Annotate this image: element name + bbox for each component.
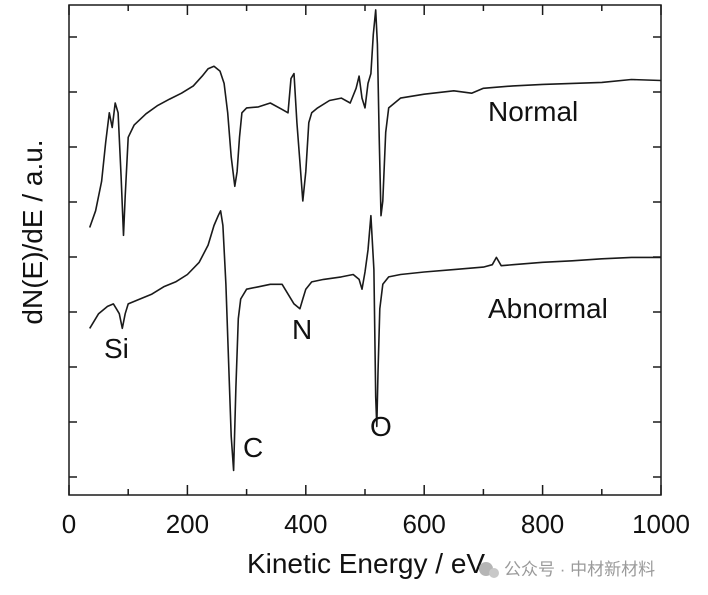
- annotation-o: O: [370, 411, 392, 442]
- annotation-n: N: [292, 314, 312, 345]
- series-label-normal: Normal: [488, 96, 578, 127]
- x-tick-labels: 0 200 400 600 800 1000: [62, 509, 690, 539]
- watermark: 公众号 · 中材新材料: [479, 560, 655, 579]
- series-lines: [88, 9, 662, 472]
- watermark-text: 公众号 · 中材新材料: [504, 560, 655, 579]
- y-axis-title: dN(E)/dE / a.u.: [17, 139, 48, 324]
- x-tick-label: 800: [521, 509, 564, 539]
- annotation-c: C: [243, 432, 263, 463]
- axis-ticks: [68, 5, 662, 495]
- x-tick-label: 0: [62, 509, 76, 539]
- series-line-abnormal: [89, 210, 661, 472]
- annotation-si: Si: [104, 333, 129, 364]
- series-line-normal: [88, 9, 662, 237]
- x-tick-label: 400: [284, 509, 327, 539]
- x-tick-label: 1000: [632, 509, 690, 539]
- x-tick-label: 200: [166, 509, 209, 539]
- x-axis-title: Kinetic Energy / eV: [247, 548, 485, 579]
- wechat-icon-secondary: [489, 568, 499, 578]
- x-tick-label: 600: [403, 509, 446, 539]
- series-label-abnormal: Abnormal: [488, 293, 608, 324]
- plot-frame: [68, 4, 662, 496]
